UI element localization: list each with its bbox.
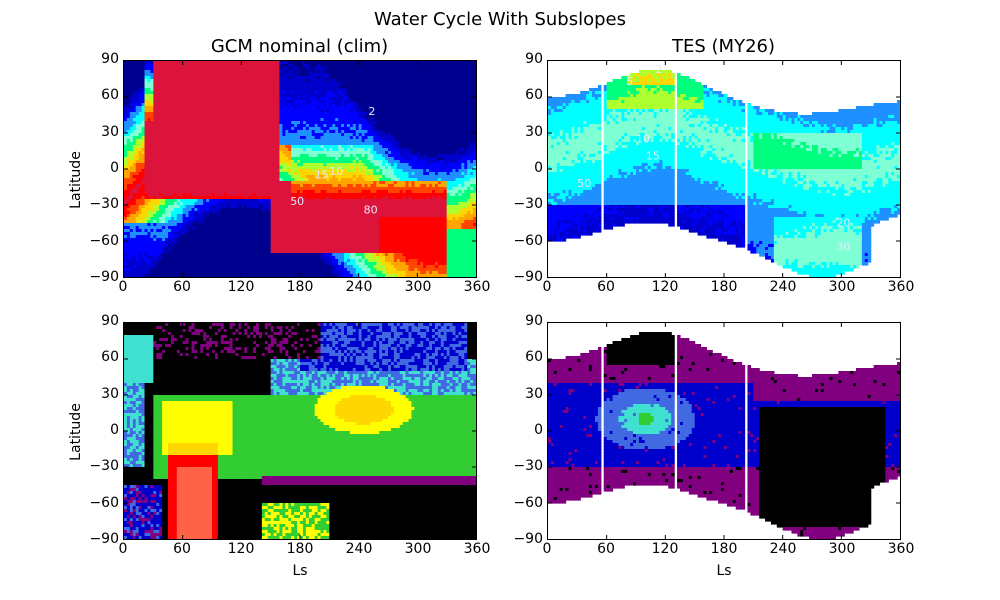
panel1-heatmap: 2 10 15 50 80 — [123, 60, 477, 278]
panel1-title: GCM nominal (clim) — [123, 36, 476, 57]
heatmap-svg-1: 210155080 — [124, 61, 476, 277]
figure-suptitle: Water Cycle With Subslopes — [0, 9, 1000, 30]
